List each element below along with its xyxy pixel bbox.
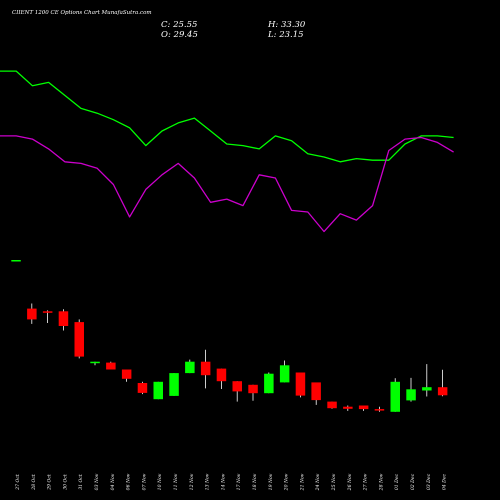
- candle-body: [232, 381, 242, 392]
- candle-body: [422, 387, 432, 391]
- candle-body: [58, 311, 69, 326]
- x-tick-label: 03 Dec: [426, 473, 432, 490]
- x-tick-label: 12 Nov: [189, 473, 195, 490]
- candle-body: [200, 361, 211, 376]
- x-tick-label: 27 Oct: [15, 474, 21, 491]
- candle-body: [374, 409, 385, 411]
- candle-body: [327, 401, 337, 409]
- x-tick-label: 14 Nov: [220, 473, 226, 490]
- x-tick-label: 24 Nov: [315, 473, 321, 491]
- x-tick-label: 18 Nov: [252, 473, 258, 490]
- x-tick-label: 17 Nov: [236, 473, 242, 490]
- candle-body: [11, 260, 21, 262]
- indicator-line-1: [0, 70, 454, 163]
- x-tick-label: 11 Nov: [173, 473, 179, 490]
- x-tick-label: 28 Oct: [31, 474, 37, 491]
- x-axis: 27 Oct 28 Oct 29 Oct 30 Oct 31 Oct 03 Nov 04 N…: [15, 473, 448, 491]
- x-tick-label: 04 Dec: [442, 473, 448, 490]
- candle-body: [153, 381, 163, 400]
- candle-body: [137, 383, 148, 393]
- candle-body: [406, 389, 416, 401]
- x-tick-label: 10 Nov: [157, 473, 163, 490]
- x-tick-label: 27 Nov: [363, 473, 369, 491]
- candle-body: [264, 373, 274, 394]
- candle-panel: [11, 260, 448, 412]
- x-tick-label: 07 Nov: [141, 473, 147, 490]
- candle-body: [390, 381, 400, 412]
- x-tick-label: 25 Nov: [331, 473, 337, 491]
- candle-body: [311, 382, 321, 401]
- high-value: H: 33.30: [267, 20, 306, 30]
- x-tick-label: 13 Nov: [205, 473, 211, 490]
- low-value: L: 23.15: [267, 30, 304, 40]
- candle-body: [42, 311, 53, 313]
- indicator-line-2: [0, 135, 454, 233]
- candle-body: [169, 373, 179, 396]
- x-tick-label: 26 Nov: [347, 473, 353, 491]
- x-tick-label: 29 Oct: [47, 474, 53, 491]
- candle-body: [343, 406, 353, 409]
- candle-body: [27, 308, 37, 320]
- candle-body: [74, 322, 84, 357]
- x-tick-label: 01 Dec: [394, 473, 400, 490]
- x-tick-label: 06 Nov: [126, 473, 132, 490]
- candle-body: [216, 368, 227, 382]
- x-tick-label: 03 Nov: [94, 473, 100, 490]
- x-tick-label: 02 Dec: [410, 473, 416, 490]
- candle-body: [248, 384, 258, 394]
- candle-body: [90, 361, 100, 364]
- x-tick-label: 19 Nov: [268, 473, 274, 490]
- x-tick-label: 21 Nov: [299, 473, 305, 491]
- chart-title: CIIENT 1200 CE Options Chart MunafaSutra…: [12, 10, 152, 16]
- candle-body: [106, 362, 116, 370]
- candle-body: [279, 365, 290, 383]
- line-panel: [0, 70, 454, 233]
- x-tick-label: 31 Oct: [78, 474, 84, 490]
- candle-body: [295, 372, 306, 396]
- close-value: C: 25.55: [161, 20, 197, 30]
- x-tick-label: 20 Nov: [284, 473, 290, 491]
- x-tick-label: 28 Nov: [378, 473, 384, 491]
- candle-body: [437, 387, 448, 396]
- open-value: O: 29.45: [161, 30, 198, 40]
- candle-body: [185, 361, 195, 374]
- candle-body: [358, 405, 369, 410]
- x-tick-label: 04 Nov: [110, 473, 116, 490]
- candle-body: [121, 369, 132, 379]
- x-tick-label: 30 Oct: [62, 474, 68, 490]
